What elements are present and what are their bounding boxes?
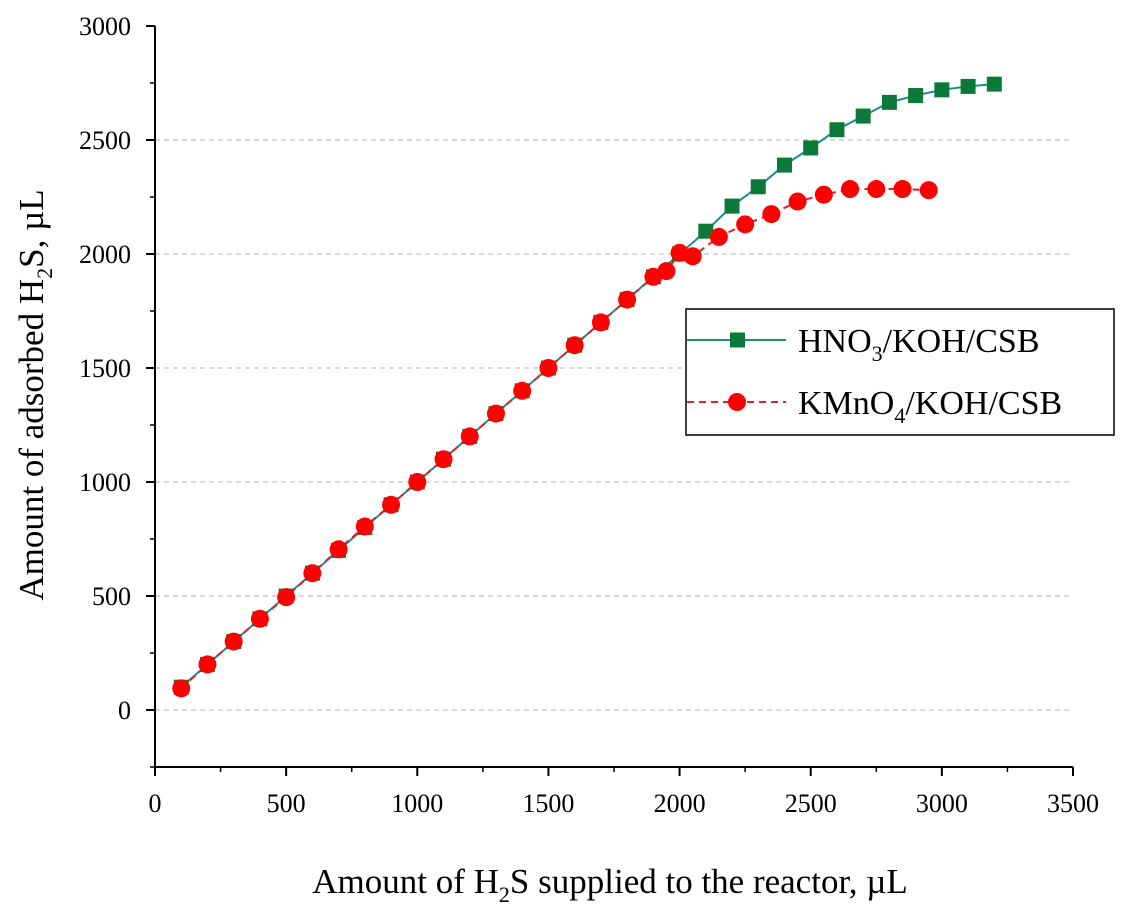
series-2-point (709, 227, 728, 246)
series-2-point (618, 290, 637, 309)
x-tick-label: 1500 (522, 789, 574, 818)
x-tick-label: 2000 (654, 789, 706, 818)
series-2-point (814, 185, 833, 204)
ticks: 0 500 1000 1500 2000 2500 3000 3500 0 500 1000 1500… (79, 12, 1099, 818)
y-axis-title: Amount of adsorbed H2S, µL (12, 189, 57, 600)
y-tick-label: 2000 (79, 240, 131, 269)
series-1-point (829, 122, 845, 138)
series-2-point (329, 540, 348, 559)
series-1-point (803, 140, 819, 156)
series-2-point (250, 609, 269, 628)
series-markers (172, 76, 1002, 698)
y-tick-label: 0 (118, 696, 131, 725)
series-1-point (960, 78, 976, 94)
legend-box (685, 308, 1115, 436)
series-2-point (565, 336, 584, 355)
series-2-point (893, 180, 912, 199)
series-2-point (867, 180, 886, 199)
gridlines (155, 139, 1073, 711)
x-tick-label: 500 (267, 789, 306, 818)
series-2-point (277, 588, 296, 607)
y-tick-label: 2500 (79, 126, 131, 155)
series-2-point (841, 180, 860, 199)
series-2-point (736, 215, 755, 234)
series-2-point (513, 381, 532, 400)
series-1-point (776, 157, 792, 173)
series-1-point (986, 76, 1002, 92)
x-axis-title: Amount of H2S supplied to the reactor, µ… (312, 862, 908, 907)
y-tick-label: 500 (92, 582, 131, 611)
series-2-point (788, 192, 807, 211)
y-tick-label: 1500 (79, 354, 131, 383)
series-2-point (408, 473, 427, 491)
series-2-point (434, 450, 453, 469)
series-1-point (750, 179, 766, 195)
series-2-point (460, 427, 479, 446)
series-2-point (762, 205, 781, 224)
x-tick-label: 0 (149, 789, 162, 818)
series-2-point (303, 564, 322, 583)
series-1-point (698, 223, 714, 239)
series-1-point (724, 198, 740, 214)
series-2-point (198, 655, 217, 674)
x-tick-label: 3000 (916, 789, 968, 818)
series-2-point (657, 262, 676, 281)
legend-swatch-marker-2 (728, 393, 746, 411)
series-1-point (855, 108, 871, 124)
legend-swatch-marker-1 (730, 332, 745, 348)
x-tick-label: 3500 (1047, 789, 1099, 818)
series-1-point (881, 94, 897, 110)
legend-label-1: HNO3/KOH/CSB (798, 323, 1040, 366)
series-2-point (224, 632, 243, 651)
series-2-point (591, 313, 610, 332)
series-2-point (683, 247, 702, 266)
y-tick-label: 3000 (79, 12, 131, 41)
series-2-point (919, 181, 938, 200)
series-2-point (382, 495, 401, 514)
series-2-point (539, 359, 558, 377)
series-2-point (486, 404, 505, 423)
legend: HNO3/KOH/CSB KMnO4/KOH/CSB (685, 308, 1115, 436)
x-tick-label: 1000 (391, 789, 443, 818)
series-2-point (355, 517, 374, 536)
y-tick-label: 1000 (79, 468, 131, 497)
legend-label-2: KMnO4/KOH/CSB (798, 385, 1062, 428)
x-tick-label: 2500 (785, 789, 837, 818)
series-1-point (934, 82, 950, 98)
series-2-point (172, 679, 191, 698)
series-1-point (908, 88, 924, 104)
series-line-2 (180, 188, 929, 690)
